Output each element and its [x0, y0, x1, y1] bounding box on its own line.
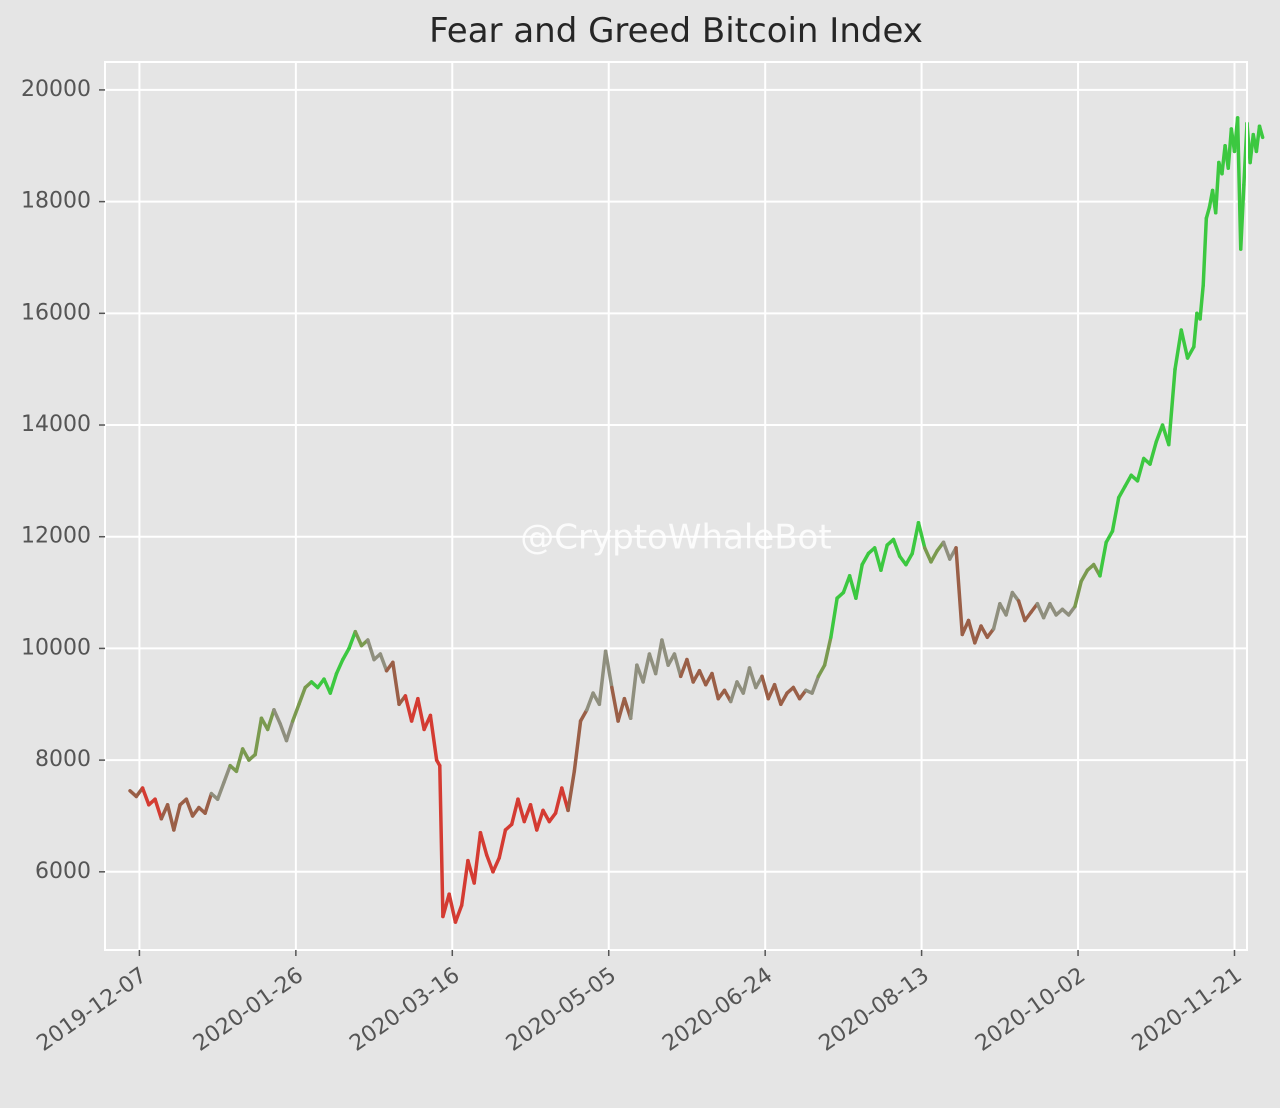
chart-title: Fear and Greed Bitcoin Index	[429, 11, 923, 51]
y-tick-label: 10000	[21, 635, 91, 660]
y-tick-label: 6000	[35, 859, 91, 884]
y-tick-label: 12000	[21, 524, 91, 549]
chart-container: @CryptoWhaleBot 6000 8000 10000 12000 14000 16…	[0, 0, 1280, 1108]
chart-svg: @CryptoWhaleBot 6000 8000 10000 12000 14000 16…	[0, 0, 1280, 1108]
y-tick-label: 8000	[35, 747, 91, 772]
y-tick-label: 16000	[21, 300, 91, 325]
y-tick-label: 20000	[21, 77, 91, 102]
y-tick-label: 14000	[21, 412, 91, 437]
watermark-text: @CryptoWhaleBot	[520, 518, 831, 558]
y-tick-label: 18000	[21, 189, 91, 214]
plot-background	[105, 62, 1247, 950]
